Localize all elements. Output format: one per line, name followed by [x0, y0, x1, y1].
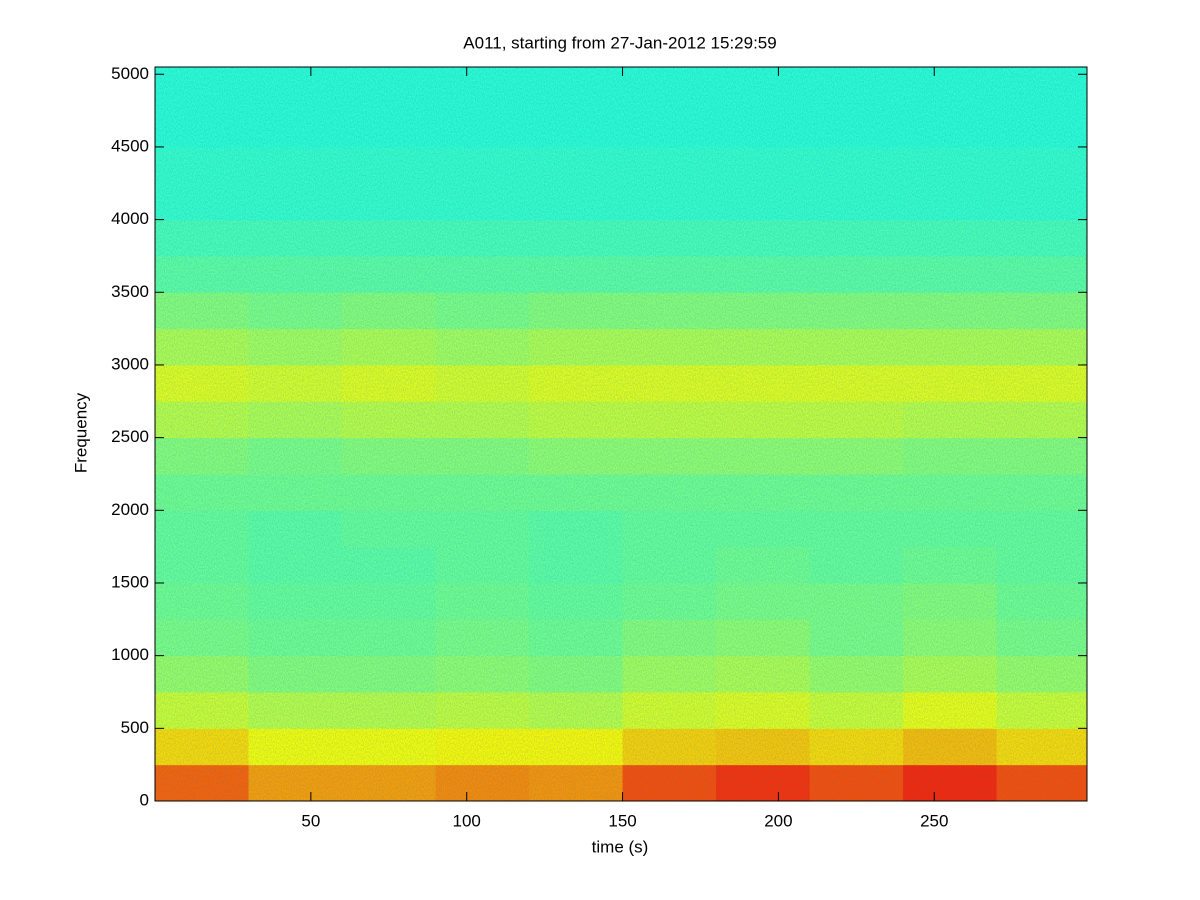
x-tick-label: 200 [764, 811, 792, 830]
y-tick-label: 1500 [111, 572, 149, 591]
y-tick-label: 4000 [111, 209, 149, 228]
y-tick-label: 0 [140, 790, 149, 809]
y-tick-label: 2000 [111, 500, 149, 519]
x-tick-label: 100 [453, 811, 481, 830]
y-tick-label: 500 [121, 718, 149, 737]
y-tick-label: 3500 [111, 282, 149, 301]
y-axis-label: Frequency [71, 392, 90, 473]
y-tick-label: 5000 [111, 64, 149, 83]
chart-title: A011, starting from 27-Jan-2012 15:29:59 [463, 33, 776, 52]
texture [155, 67, 1087, 801]
y-tick-label: 4500 [111, 136, 149, 155]
y-tick-label: 2500 [111, 427, 149, 446]
plot-frame [154, 66, 1088, 802]
x-axis-label: time (s) [592, 837, 649, 856]
x-tick-label: 50 [301, 811, 320, 830]
y-tick-label: 1000 [111, 645, 149, 664]
x-tick-label: 150 [608, 811, 636, 830]
y-tick-label: 3000 [111, 354, 149, 373]
x-tick-label: 250 [920, 811, 948, 830]
